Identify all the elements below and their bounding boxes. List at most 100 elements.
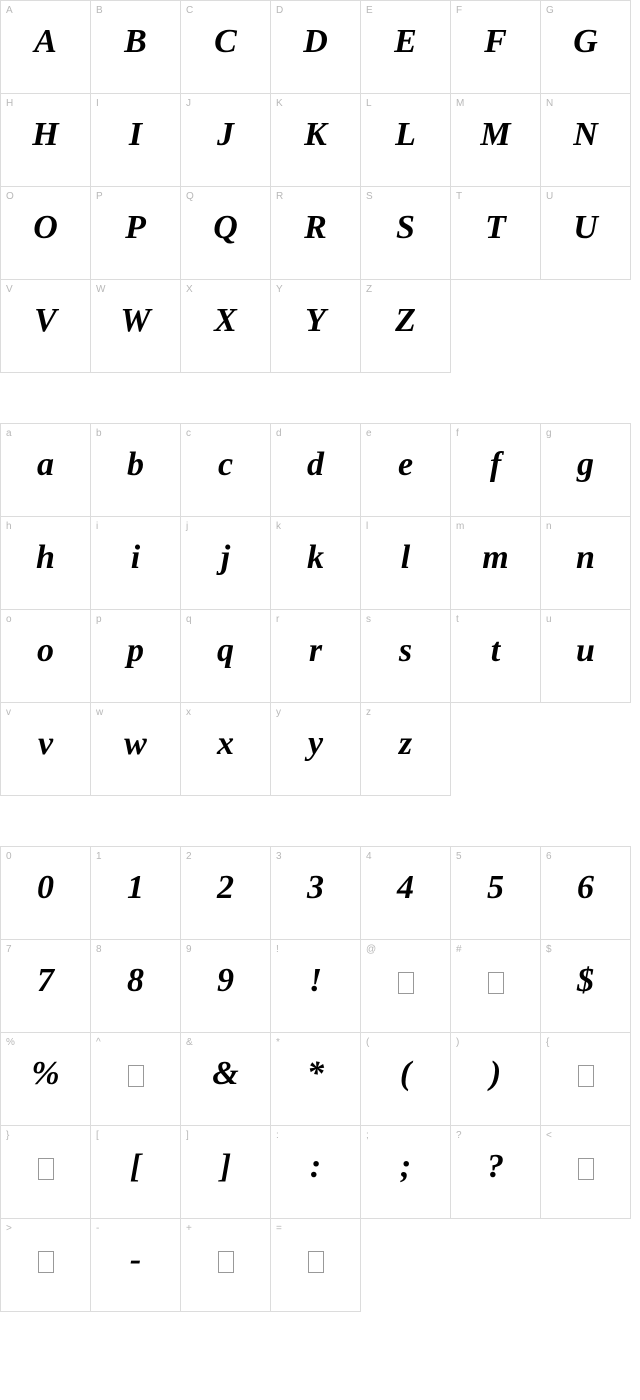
cell-label: ;	[366, 1130, 369, 1141]
glyph-cell: vv	[1, 703, 91, 796]
glyph-cell: LL	[361, 94, 451, 187]
cell-label: j	[186, 521, 188, 532]
cell-label: F	[456, 5, 462, 16]
cell-glyph: T	[451, 209, 540, 247]
cell-label: a	[6, 428, 12, 439]
cell-glyph: ;	[361, 1148, 450, 1186]
glyph-row: 00112233445566	[1, 847, 631, 940]
cell-label: V	[6, 284, 13, 295]
cell-glyph: H	[1, 116, 90, 154]
glyph-row: hhiijjkkllmmnn	[1, 517, 631, 610]
cell-label: @	[366, 944, 376, 955]
cell-label: Z	[366, 284, 372, 295]
glyph-cell: hh	[1, 517, 91, 610]
glyph-cell: <	[541, 1126, 631, 1219]
glyph-section: 00112233445566778899!!@#$$%%^&&**(()){}[…	[0, 846, 631, 1312]
cell-glyph: !	[271, 962, 360, 1000]
cell-glyph: b	[91, 446, 180, 484]
cell-glyph: g	[541, 446, 630, 484]
cell-glyph	[1, 1148, 90, 1186]
cell-glyph: 2	[181, 869, 270, 907]
glyph-cell: PP	[91, 187, 181, 280]
cell-glyph: e	[361, 446, 450, 484]
cell-glyph: r	[271, 632, 360, 670]
glyph-cell: ff	[451, 424, 541, 517]
cell-glyph	[541, 1055, 630, 1093]
glyph-cell: yy	[271, 703, 361, 796]
missing-glyph-icon	[578, 1158, 594, 1180]
cell-label: 7	[6, 944, 12, 955]
glyph-cell: RR	[271, 187, 361, 280]
cell-glyph	[91, 1055, 180, 1093]
glyph-row: vvwwxxyyzz	[1, 703, 451, 796]
cell-label: 5	[456, 851, 462, 862]
cell-label: s	[366, 614, 371, 625]
glyph-cell: %%	[1, 1033, 91, 1126]
cell-glyph: Y	[271, 302, 360, 340]
glyph-cell: SS	[361, 187, 451, 280]
cell-label: G	[546, 5, 554, 16]
cell-glyph: G	[541, 23, 630, 61]
cell-label: K	[276, 98, 283, 109]
cell-glyph: X	[181, 302, 270, 340]
cell-glyph: U	[541, 209, 630, 247]
cell-label: y	[276, 707, 281, 718]
cell-label: b	[96, 428, 102, 439]
cell-label: B	[96, 5, 103, 16]
cell-glyph: )	[451, 1055, 540, 1093]
cell-glyph: i	[91, 539, 180, 577]
cell-glyph: *	[271, 1055, 360, 1093]
cell-label: >	[6, 1223, 12, 1234]
missing-glyph-icon	[578, 1065, 594, 1087]
cell-glyph: k	[271, 539, 360, 577]
glyph-section: AABBCCDDEEFFGGHHIIJJKKLLMMNNOOPPQQRRSSTT…	[0, 0, 631, 373]
cell-label: O	[6, 191, 14, 202]
glyph-cell: GG	[541, 1, 631, 94]
glyph-cell: 77	[1, 940, 91, 1033]
cell-label: =	[276, 1223, 282, 1234]
glyph-cell: ::	[271, 1126, 361, 1219]
cell-label: i	[96, 521, 98, 532]
glyph-row: VVWWXXYYZZ	[1, 280, 451, 373]
glyph-cell: --	[91, 1219, 181, 1312]
glyph-cell: @	[361, 940, 451, 1033]
glyph-cell: pp	[91, 610, 181, 703]
cell-label: x	[186, 707, 191, 718]
cell-glyph: E	[361, 23, 450, 61]
cell-glyph: L	[361, 116, 450, 154]
character-map: AABBCCDDEEFFGGHHIIJJKKLLMMNNOOPPQQRRSSTT…	[0, 0, 640, 1312]
cell-glyph	[361, 962, 450, 1000]
cell-glyph: u	[541, 632, 630, 670]
cell-label: :	[276, 1130, 279, 1141]
glyph-cell: ee	[361, 424, 451, 517]
glyph-cell: XX	[181, 280, 271, 373]
glyph-cell: {	[541, 1033, 631, 1126]
glyph-cell: cc	[181, 424, 271, 517]
cell-glyph: 5	[451, 869, 540, 907]
cell-glyph: ]	[181, 1148, 270, 1186]
cell-glyph: C	[181, 23, 270, 61]
cell-label: ?	[456, 1130, 462, 1141]
cell-label: w	[96, 707, 103, 718]
cell-glyph: d	[271, 446, 360, 484]
glyph-cell: $$	[541, 940, 631, 1033]
glyph-cell: dd	[271, 424, 361, 517]
glyph-cell: CC	[181, 1, 271, 94]
cell-label: P	[96, 191, 103, 202]
cell-glyph: B	[91, 23, 180, 61]
glyph-cell: aa	[1, 424, 91, 517]
cell-glyph: S	[361, 209, 450, 247]
cell-glyph: -	[91, 1241, 180, 1279]
cell-glyph: V	[1, 302, 90, 340]
cell-label: R	[276, 191, 283, 202]
glyph-row: %%^&&**(()){	[1, 1033, 631, 1126]
missing-glyph-icon	[38, 1158, 54, 1180]
glyph-cell: qq	[181, 610, 271, 703]
cell-label: <	[546, 1130, 552, 1141]
glyph-cell: MM	[451, 94, 541, 187]
cell-glyph: 9	[181, 962, 270, 1000]
cell-label: !	[276, 944, 279, 955]
cell-glyph: l	[361, 539, 450, 577]
cell-glyph: 1	[91, 869, 180, 907]
glyph-cell: gg	[541, 424, 631, 517]
